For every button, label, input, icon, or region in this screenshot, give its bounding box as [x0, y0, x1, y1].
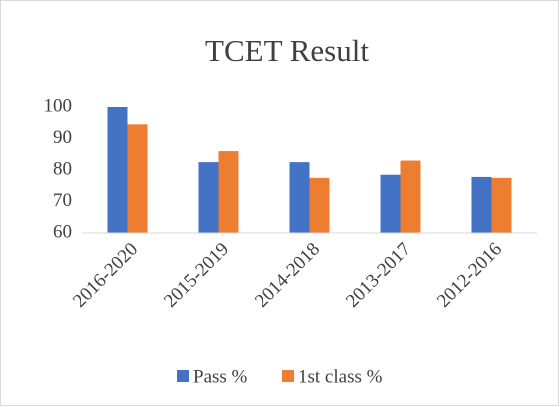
y-tick-label: 60 [53, 221, 72, 242]
chart-title: TCET Result [205, 33, 369, 68]
legend-label: 1st class % [298, 366, 383, 387]
legend-swatch [177, 370, 189, 382]
legend-label: Pass % [193, 366, 248, 387]
y-tick-label: 100 [44, 95, 73, 116]
y-tick-label: 80 [53, 158, 72, 179]
legend-swatch [282, 370, 294, 382]
bar [471, 176, 492, 233]
bar [107, 107, 128, 233]
y-tick-label: 90 [53, 127, 72, 148]
bar [309, 177, 330, 233]
bar [127, 124, 148, 233]
bar [289, 162, 310, 233]
bar [380, 174, 401, 233]
bar [198, 162, 219, 233]
bar [491, 177, 512, 233]
bar [218, 151, 239, 233]
bar [400, 160, 421, 233]
y-tick-label: 70 [53, 190, 72, 211]
